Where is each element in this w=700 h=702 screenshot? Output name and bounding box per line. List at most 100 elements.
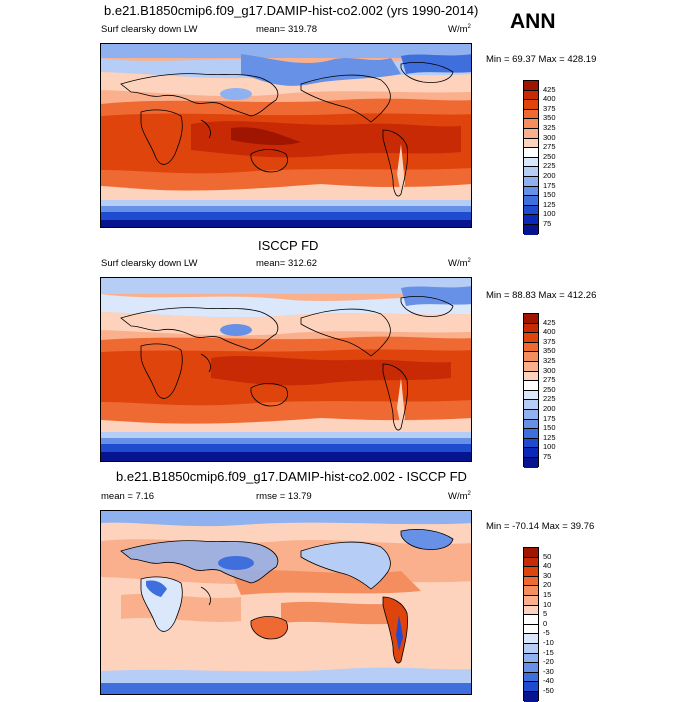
colorbar-tick-label: -15 [543,647,554,657]
colorbar-cell [524,429,538,439]
colorbar-cell [524,352,538,362]
colorbar-tick-label: 250 [543,151,556,161]
panel3-minmax: Min = -70.14 Max = 39.76 [486,521,595,532]
colorbar-tick-label: 275 [543,142,556,152]
colorbar-tick-label: 425 [543,84,556,94]
colorbar-tick-label: -30 [543,666,554,676]
colorbar-tick-label: 225 [543,394,556,404]
colorbar-tick-label: 100 [543,209,556,219]
panel2-colorbar [523,313,539,468]
colorbar-tick-label: 350 [543,346,556,356]
panel1-colorbar [523,80,539,235]
colorbar-cell [524,682,538,692]
colorbar-tick-label: 350 [543,113,556,123]
panel2-variable-label: Surf clearsky down LW [101,258,198,269]
colorbar-cell [524,215,538,225]
colorbar-cell [524,615,538,625]
colorbar-cell [524,90,538,101]
panel1-map [100,43,472,228]
panel2-map [100,277,472,462]
colorbar-cell [524,548,538,558]
colorbar-tick-label: 175 [543,413,556,423]
colorbar-cell [524,438,538,449]
colorbar-cell [524,595,538,606]
colorbar-cell [524,342,538,353]
colorbar-cell [524,323,538,334]
colorbar-cell [524,224,538,235]
colorbar-cell [524,586,538,596]
panel3-colorbar [523,547,539,702]
colorbar-cell [524,314,538,324]
colorbar-cell [524,205,538,216]
panel3-map [100,510,472,695]
panel3-units: W/m2 [448,491,471,503]
colorbar-tick-label: 200 [543,404,556,413]
colorbar-tick-label: 300 [543,132,556,142]
colorbar-tick-label: 40 [543,561,552,571]
colorbar-tick-label: 20 [543,580,552,590]
colorbar-tick-label: 300 [543,365,556,375]
colorbar-cell [524,624,538,635]
colorbar-cell [524,148,538,158]
colorbar-tick-label: 400 [543,94,556,104]
colorbar-tick-label: 15 [543,590,552,599]
colorbar-tick-label: 75 [543,452,552,461]
colorbar-tick-label: 50 [543,551,552,561]
colorbar-tick-label: 425 [543,317,556,327]
colorbar-tick-label: 250 [543,384,556,394]
colorbar-tick-label: 10 [543,599,552,609]
colorbar-cell [524,138,538,149]
colorbar-tick-label: 375 [543,336,556,346]
colorbar-cell [524,390,538,401]
colorbar-tick-label: 150 [543,423,556,433]
colorbar-tick-label: -5 [543,628,550,638]
panel1-units: W/m2 [448,24,471,36]
colorbar-tick-label: 325 [543,123,556,132]
panel3-mean-label: mean = 7.16 [101,491,155,502]
panel2-title: ISCCP FD [258,238,319,253]
colorbar-tick-label: 175 [543,180,556,190]
colorbar-cell [524,186,538,197]
colorbar-tick-label: 0 [543,618,548,628]
colorbar-tick-label: -50 [543,686,554,695]
panel1-minmax: Min = 69.37 Max = 428.19 [486,54,597,65]
colorbar-tick-label: 200 [543,171,556,180]
colorbar-cell [524,371,538,382]
colorbar-cell [524,167,538,177]
colorbar-tick-label: -20 [543,657,554,667]
colorbar-tick-label: 225 [543,161,556,171]
colorbar-tick-label: 275 [543,375,556,385]
colorbar-cell [524,400,538,410]
colorbar-cell [524,457,538,468]
panel2-mean-label: mean= 312.62 [256,258,318,269]
colorbar-cell [524,81,538,91]
colorbar-tick-label: 325 [543,356,556,365]
colorbar-cell [524,100,538,110]
colorbar-cell [524,634,538,644]
colorbar-tick-label: 125 [543,432,556,442]
colorbar-tick-label: 100 [543,442,556,452]
season-label: ANN [510,10,556,33]
panel3-title: b.e21.B1850cmip6.f09_g17.DAMIP-hist-co2.… [116,469,467,484]
colorbar-cell [524,567,538,577]
colorbar-cell [524,672,538,683]
colorbar-cell [524,605,538,616]
colorbar-cell [524,576,538,587]
panel1-variable-label: Surf clearsky down LW [101,24,198,35]
colorbar-cell [524,381,538,391]
colorbar-tick-label: 125 [543,199,556,209]
colorbar-tick-label: 5 [543,609,548,619]
colorbar-cell [524,176,538,187]
colorbar-cell [524,557,538,568]
colorbar-tick-label: -10 [543,638,554,647]
colorbar-tick-label: 30 [543,570,552,580]
colorbar-cell [524,157,538,168]
colorbar-cell [524,409,538,420]
colorbar-tick-label: 150 [543,190,556,200]
panel2-minmax: Min = 88.83 Max = 412.26 [486,290,597,301]
colorbar-cell [524,333,538,343]
colorbar-cell [524,419,538,430]
colorbar-cell [524,128,538,139]
colorbar-cell [524,643,538,654]
colorbar-cell [524,691,538,702]
